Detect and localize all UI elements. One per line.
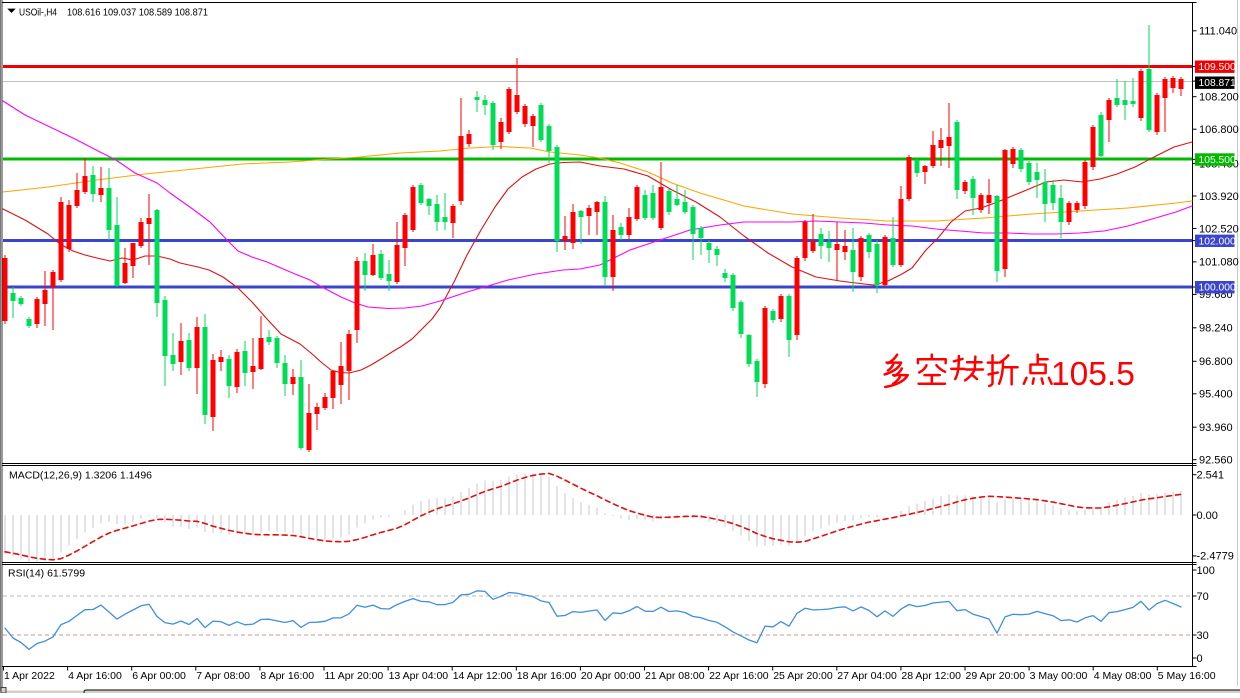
svg-text:111.040: 111.040 xyxy=(1199,26,1237,38)
svg-text:1 Apr 2022: 1 Apr 2022 xyxy=(4,670,55,682)
svg-text:27 Apr 04:00: 27 Apr 04:00 xyxy=(837,670,897,682)
svg-text:95.400: 95.400 xyxy=(1199,389,1233,401)
svg-text:21 Apr 08:00: 21 Apr 08:00 xyxy=(645,670,705,682)
svg-text:14 Apr 12:00: 14 Apr 12:00 xyxy=(453,670,513,682)
svg-text:-2.4779: -2.4779 xyxy=(1197,551,1234,563)
svg-text:101.080: 101.080 xyxy=(1199,257,1239,269)
svg-text:29 Apr 20:00: 29 Apr 20:00 xyxy=(966,670,1026,682)
svg-text:70: 70 xyxy=(1197,591,1209,603)
svg-text:2.541: 2.541 xyxy=(1197,470,1225,482)
svg-text:22 Apr 16:00: 22 Apr 16:00 xyxy=(709,670,769,682)
svg-text:RSI(14) 61.5799: RSI(14) 61.5799 xyxy=(8,568,85,580)
svg-text:102.000: 102.000 xyxy=(1199,236,1236,247)
svg-text:108.200: 108.200 xyxy=(1199,91,1239,103)
svg-text:4 May 08:00: 4 May 08:00 xyxy=(1094,670,1152,682)
svg-text:102.520: 102.520 xyxy=(1199,223,1239,235)
svg-text:8 Apr 16:00: 8 Apr 16:00 xyxy=(260,670,314,682)
svg-text:98.240: 98.240 xyxy=(1199,323,1233,335)
svg-text:4 Apr 16:00: 4 Apr 16:00 xyxy=(68,670,122,682)
svg-text:18 Apr 16:00: 18 Apr 16:00 xyxy=(517,670,577,682)
svg-text:7 Apr 08:00: 7 Apr 08:00 xyxy=(196,670,250,682)
svg-text:20 Apr 00:00: 20 Apr 00:00 xyxy=(581,670,641,682)
svg-text:92.560: 92.560 xyxy=(1199,454,1233,466)
svg-text:11 Apr 20:00: 11 Apr 20:00 xyxy=(325,670,384,682)
svg-text:100: 100 xyxy=(1197,565,1215,577)
svg-text:25 Apr 20:00: 25 Apr 20:00 xyxy=(773,670,833,682)
svg-text:109.500: 109.500 xyxy=(1199,62,1236,73)
svg-text:3 May 00:00: 3 May 00:00 xyxy=(1030,670,1088,682)
svg-text:105.5: 105.5 xyxy=(1051,356,1135,393)
svg-text:5 May 16:00: 5 May 16:00 xyxy=(1158,670,1216,682)
svg-text:30: 30 xyxy=(1197,630,1209,642)
svg-text:13 Apr 04:00: 13 Apr 04:00 xyxy=(389,670,449,682)
svg-text:108.616 109.037 108.589 108.87: 108.616 109.037 108.589 108.871 xyxy=(67,6,208,18)
svg-text:28 Apr 12:00: 28 Apr 12:00 xyxy=(901,670,961,682)
svg-text:96.800: 96.800 xyxy=(1199,356,1233,368)
svg-text:93.960: 93.960 xyxy=(1199,422,1233,434)
svg-text:100.000: 100.000 xyxy=(1199,283,1236,294)
svg-text:0: 0 xyxy=(1197,653,1203,665)
svg-text:103.920: 103.920 xyxy=(1199,191,1239,203)
svg-text:108.871: 108.871 xyxy=(1199,78,1236,89)
svg-text:USOil-,H4: USOil-,H4 xyxy=(19,7,57,18)
svg-text:105.500: 105.500 xyxy=(1199,155,1236,166)
svg-text:0.00: 0.00 xyxy=(1197,510,1218,522)
svg-text:6 Apr 00:00: 6 Apr 00:00 xyxy=(132,670,186,682)
svg-text:MACD(12,26,9) 1.3206 1.1496: MACD(12,26,9) 1.3206 1.1496 xyxy=(9,470,152,482)
svg-text:106.800: 106.800 xyxy=(1199,124,1239,136)
